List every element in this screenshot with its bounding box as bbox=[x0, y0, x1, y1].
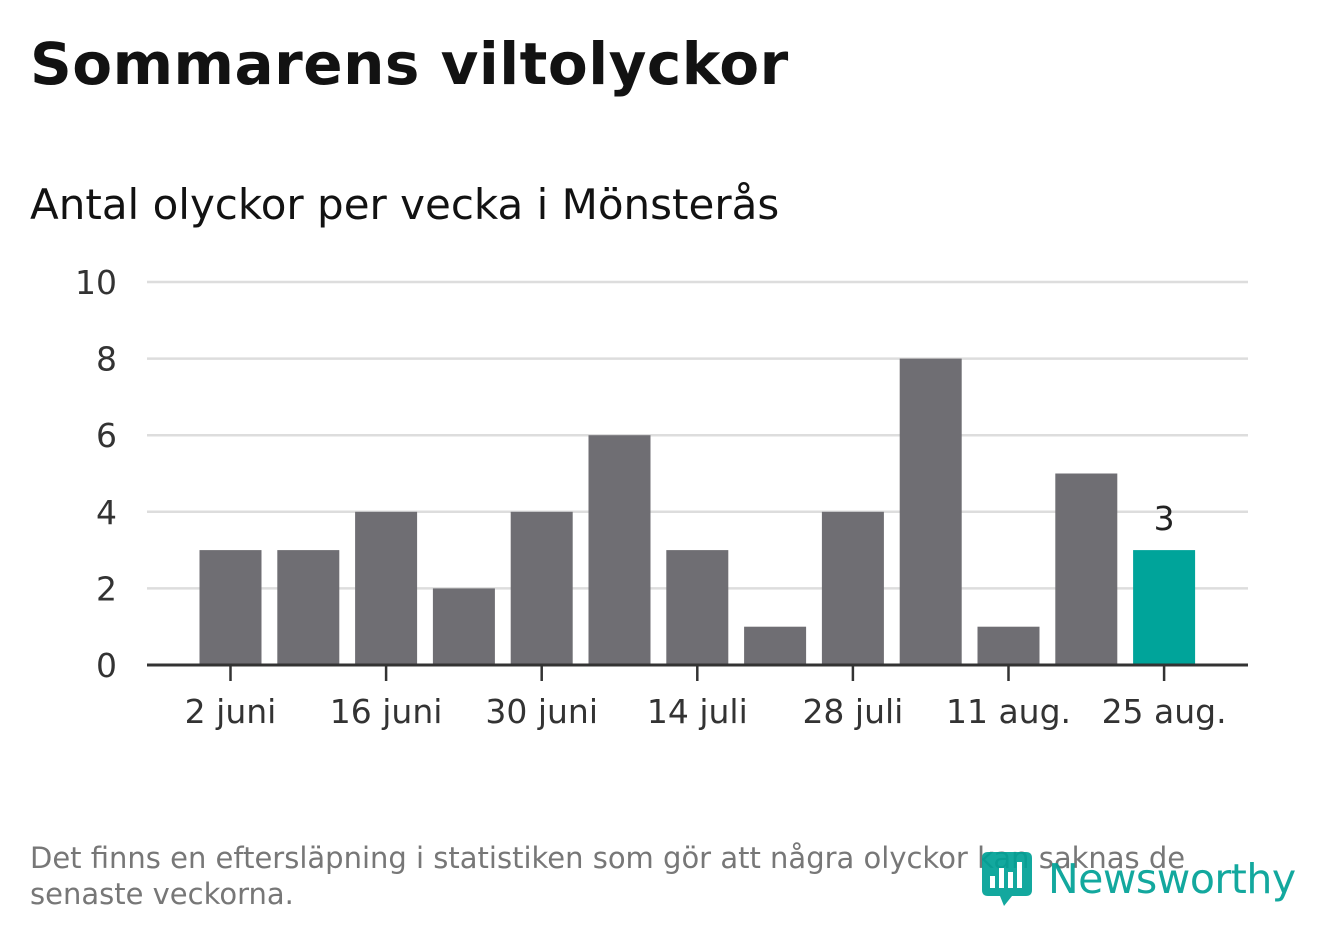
x-tick-label: 30 juni bbox=[485, 692, 598, 731]
bar bbox=[744, 626, 807, 665]
bar bbox=[277, 550, 340, 665]
bar bbox=[821, 511, 884, 665]
y-axis-ticks: 0 2 4 6 8 10 bbox=[75, 263, 117, 685]
y-tick-label: 6 bbox=[96, 416, 117, 455]
bar bbox=[1055, 473, 1118, 665]
bar bbox=[977, 626, 1040, 665]
x-tick-label: 11 aug. bbox=[946, 692, 1071, 731]
newsworthy-logo-text: Newsworthy bbox=[1048, 855, 1296, 903]
chart-title: Sommarens viltolyckor bbox=[30, 30, 789, 98]
chart-subtitle: Antal olyckor per vecka i Mönsterås bbox=[30, 180, 780, 229]
y-tick-label: 4 bbox=[96, 493, 117, 532]
y-tick-label: 8 bbox=[96, 340, 117, 379]
bar bbox=[666, 550, 729, 665]
data-label: 3 bbox=[1154, 499, 1175, 538]
data-labels: 3 bbox=[1154, 499, 1175, 538]
bar bbox=[899, 358, 962, 665]
newsworthy-logo: Newsworthy bbox=[978, 848, 1296, 910]
bar-chart: 0 2 4 6 8 10 2 juni 16 juni 30 juni 14 juli 28 ju… bbox=[75, 263, 1248, 731]
bar bbox=[1133, 550, 1196, 665]
x-tick-label: 14 juli bbox=[647, 692, 748, 731]
bar bbox=[355, 511, 418, 665]
y-tick-label: 0 bbox=[96, 646, 117, 685]
bar bbox=[510, 511, 573, 665]
y-tick-label: 10 bbox=[75, 263, 117, 302]
newsworthy-logo-icon bbox=[978, 848, 1036, 910]
x-tick-label: 28 juli bbox=[802, 692, 903, 731]
bar bbox=[199, 550, 262, 665]
x-tick-label: 16 juni bbox=[330, 692, 443, 731]
x-axis-ticks: 2 juni 16 juni 30 juni 14 juli 28 juli 11 aug… bbox=[185, 665, 1227, 731]
x-tick-label: 2 juni bbox=[185, 692, 277, 731]
bars bbox=[199, 358, 1196, 665]
bar bbox=[432, 588, 495, 665]
x-tick-label: 25 aug. bbox=[1102, 692, 1227, 731]
y-tick-label: 2 bbox=[96, 569, 117, 608]
bar bbox=[588, 435, 651, 665]
